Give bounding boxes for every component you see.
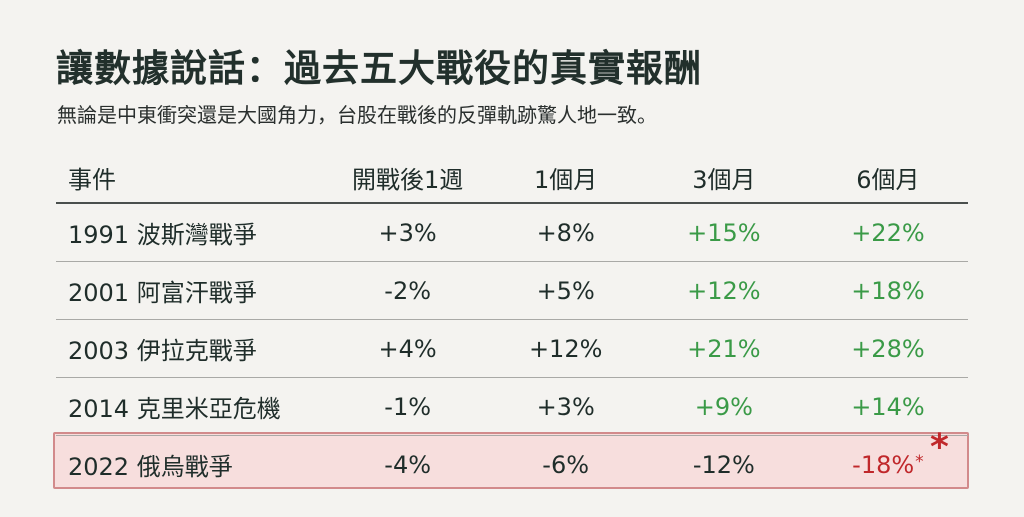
event-cell: 2022 俄烏戰爭 <box>68 453 233 481</box>
return-1-month-cell: +8% <box>491 203 640 262</box>
return-6-month-cell: +14% <box>807 377 968 436</box>
return-3-month-cell: +9% <box>639 377 808 436</box>
page-title: 讓數據說話：過去五大戰役的真實報酬 <box>56 47 702 90</box>
column-header-1-month: 1個月 <box>491 152 640 204</box>
return-3-month-cell: +12% <box>639 261 808 320</box>
return-1-week-cell: -4% <box>384 450 432 479</box>
column-header-6-month: 6個月 <box>807 152 968 204</box>
return-1-month-cell: -6% <box>542 450 590 479</box>
return-1-week-cell: -1% <box>323 377 492 436</box>
return-1-month-cell: +3% <box>491 377 640 436</box>
return-1-month-cell: +12% <box>491 319 640 378</box>
event-cell: 1991 波斯灣戰爭 <box>56 203 324 262</box>
return-6-month-cell: +28% <box>807 319 968 378</box>
column-header-event: 事件 <box>56 152 324 204</box>
table-row: 2001 阿富汗戰爭 -2% +5% +12% +18% <box>56 261 968 320</box>
return-6-month-cell: -18%* <box>808 436 968 494</box>
footnote-mark-big: * <box>930 427 949 468</box>
table-header-row: 事件 開戰後1週 1個月 3個月 6個月 <box>56 152 968 204</box>
event-cell: 2014 克里米亞危機 <box>56 377 324 436</box>
return-6-month-cell: +22% <box>807 203 968 262</box>
return-3-month-cell: -12% <box>692 450 755 479</box>
footnote-mark-small: * <box>915 451 924 472</box>
column-header-3-month: 3個月 <box>639 152 808 204</box>
table-row-highlighted: 2022 俄烏戰爭 -4% -6% -12% -18%* <box>56 436 968 494</box>
returns-table: 事件 開戰後1週 1個月 3個月 6個月 1991 波斯灣戰爭 +3% +8% … <box>56 152 968 493</box>
return-1-week-cell: +4% <box>323 319 492 378</box>
return-3-month-cell: +15% <box>639 203 808 262</box>
table-row: 2003 伊拉克戰爭 +4% +12% +21% +28% <box>56 319 968 378</box>
return-1-week-cell: +3% <box>323 203 492 262</box>
return-3-month-cell: +21% <box>639 319 808 378</box>
return-6-month-value: -18% <box>852 450 915 479</box>
return-1-month-cell: +5% <box>491 261 640 320</box>
event-cell: 2003 伊拉克戰爭 <box>56 319 324 378</box>
return-6-month-cell: +18% <box>807 261 968 320</box>
return-1-week-cell: -2% <box>323 261 492 320</box>
table-row: 2014 克里米亞危機 -1% +3% +9% +14% <box>56 377 968 436</box>
table-row: 1991 波斯灣戰爭 +3% +8% +15% +22% <box>56 203 968 262</box>
page-subtitle: 無論是中東衝突還是大國角力，台股在戰後的反彈軌跡驚人地一致。 <box>57 103 657 127</box>
event-cell: 2001 阿富汗戰爭 <box>56 261 324 320</box>
column-header-1-week: 開戰後1週 <box>323 152 492 204</box>
